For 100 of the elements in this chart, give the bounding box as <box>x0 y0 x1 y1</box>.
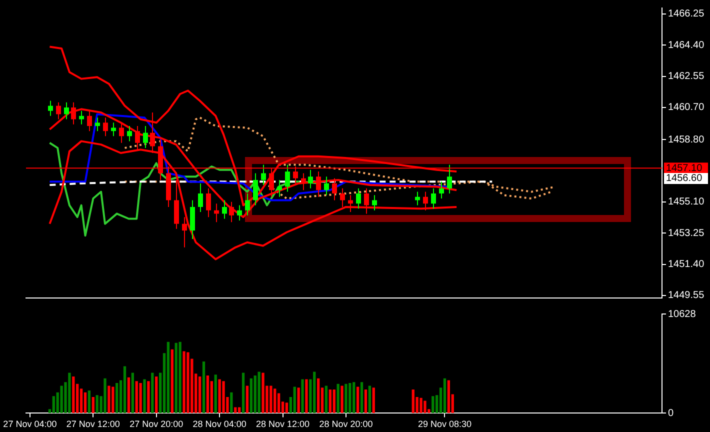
candlestick <box>277 179 282 198</box>
y-tick-label: 1466.25 <box>668 8 705 20</box>
candlestick <box>253 172 258 206</box>
candlestick <box>214 203 219 223</box>
bar <box>123 366 126 414</box>
bar <box>293 386 296 414</box>
bar <box>147 381 150 414</box>
bar <box>52 396 55 414</box>
candlestick <box>364 188 369 214</box>
x-tick-label: 28 Nov 12:00 <box>256 419 310 430</box>
bar <box>84 392 87 414</box>
candlestick <box>372 194 377 211</box>
bar <box>104 378 106 414</box>
y-tick-label: 1449.55 <box>668 290 705 302</box>
bar <box>72 376 75 414</box>
candlestick <box>64 102 69 120</box>
bar <box>88 390 91 414</box>
bar <box>274 388 276 414</box>
bar <box>182 351 186 414</box>
y-tick-label: 1455.10 <box>668 196 705 208</box>
bar <box>254 376 256 414</box>
candlestick <box>308 169 313 189</box>
bar <box>316 378 320 414</box>
bar <box>131 372 134 414</box>
candlestick <box>316 171 321 198</box>
y-tick-label: 10628 <box>668 308 696 320</box>
bar <box>336 384 340 414</box>
bar <box>368 386 372 414</box>
bar <box>92 397 94 414</box>
candlestick <box>245 192 250 216</box>
bar <box>166 342 170 414</box>
bar <box>356 386 360 414</box>
bar <box>305 379 308 414</box>
bar <box>68 372 71 414</box>
candlestick <box>95 117 100 132</box>
bar <box>127 377 130 414</box>
x-tick-label: 29 Nov 08:30 <box>418 419 472 430</box>
bar <box>352 382 356 414</box>
candlestick <box>190 200 195 240</box>
candlestick <box>198 182 203 213</box>
y-tick-label: 1462.55 <box>668 71 705 82</box>
y-tick-label: 1451.40 <box>668 259 705 270</box>
bar <box>372 388 375 414</box>
bar <box>174 342 178 414</box>
x-tick-label: 27 Nov 20:00 <box>130 419 184 430</box>
candlestick <box>79 110 84 125</box>
bar <box>364 390 368 414</box>
candlestick <box>332 178 337 201</box>
y-tick-label: 1460.70 <box>668 102 705 114</box>
bar <box>202 362 206 414</box>
candlestick <box>111 122 116 137</box>
candlestick <box>119 122 124 144</box>
candlestick <box>340 188 345 208</box>
candlestick <box>301 172 306 191</box>
candlestick <box>143 126 148 148</box>
candlestick <box>356 188 361 210</box>
bar <box>242 372 245 414</box>
bar <box>139 383 142 414</box>
x-tick-label: 27 Nov 04:00 <box>3 419 57 430</box>
bar <box>246 386 249 414</box>
candlestick <box>174 179 179 230</box>
y-tick-label: 1458.80 <box>668 134 705 146</box>
candlestick <box>127 126 132 142</box>
candlestick <box>222 200 227 220</box>
bar <box>218 379 221 414</box>
candlestick <box>237 204 242 221</box>
text: 1456.60 <box>664 173 708 184</box>
candlestick <box>182 216 187 248</box>
bar <box>258 372 260 414</box>
bar <box>96 395 98 414</box>
bar <box>112 386 114 414</box>
bar <box>270 386 272 414</box>
bar <box>313 372 316 414</box>
candlestick <box>261 164 266 186</box>
bar <box>186 352 190 414</box>
bar <box>155 376 158 414</box>
bar <box>222 381 225 414</box>
bar <box>234 407 237 414</box>
bar <box>198 376 202 414</box>
bar <box>360 382 364 414</box>
y-tick-label: 0 <box>668 408 674 419</box>
bar <box>285 402 288 414</box>
bar <box>214 374 217 414</box>
bar <box>60 386 63 414</box>
y-tick-label: 1464.40 <box>668 40 705 51</box>
bar <box>116 383 118 414</box>
x-tick-label: 28 Nov 04:00 <box>192 419 246 430</box>
bar <box>206 376 210 414</box>
bar <box>348 383 352 414</box>
x-tick-label: 28 Nov 20:00 <box>319 419 373 430</box>
ref-line-label: 1457.10 <box>666 162 703 174</box>
bar <box>135 381 138 414</box>
bar <box>170 349 174 414</box>
bar <box>178 342 182 414</box>
x-tick-label: 27 Nov 12:00 <box>66 419 120 430</box>
bar <box>301 379 304 414</box>
candlestick <box>324 176 329 196</box>
candlestick <box>285 164 290 192</box>
bar <box>328 390 332 414</box>
candlestick <box>103 117 108 137</box>
